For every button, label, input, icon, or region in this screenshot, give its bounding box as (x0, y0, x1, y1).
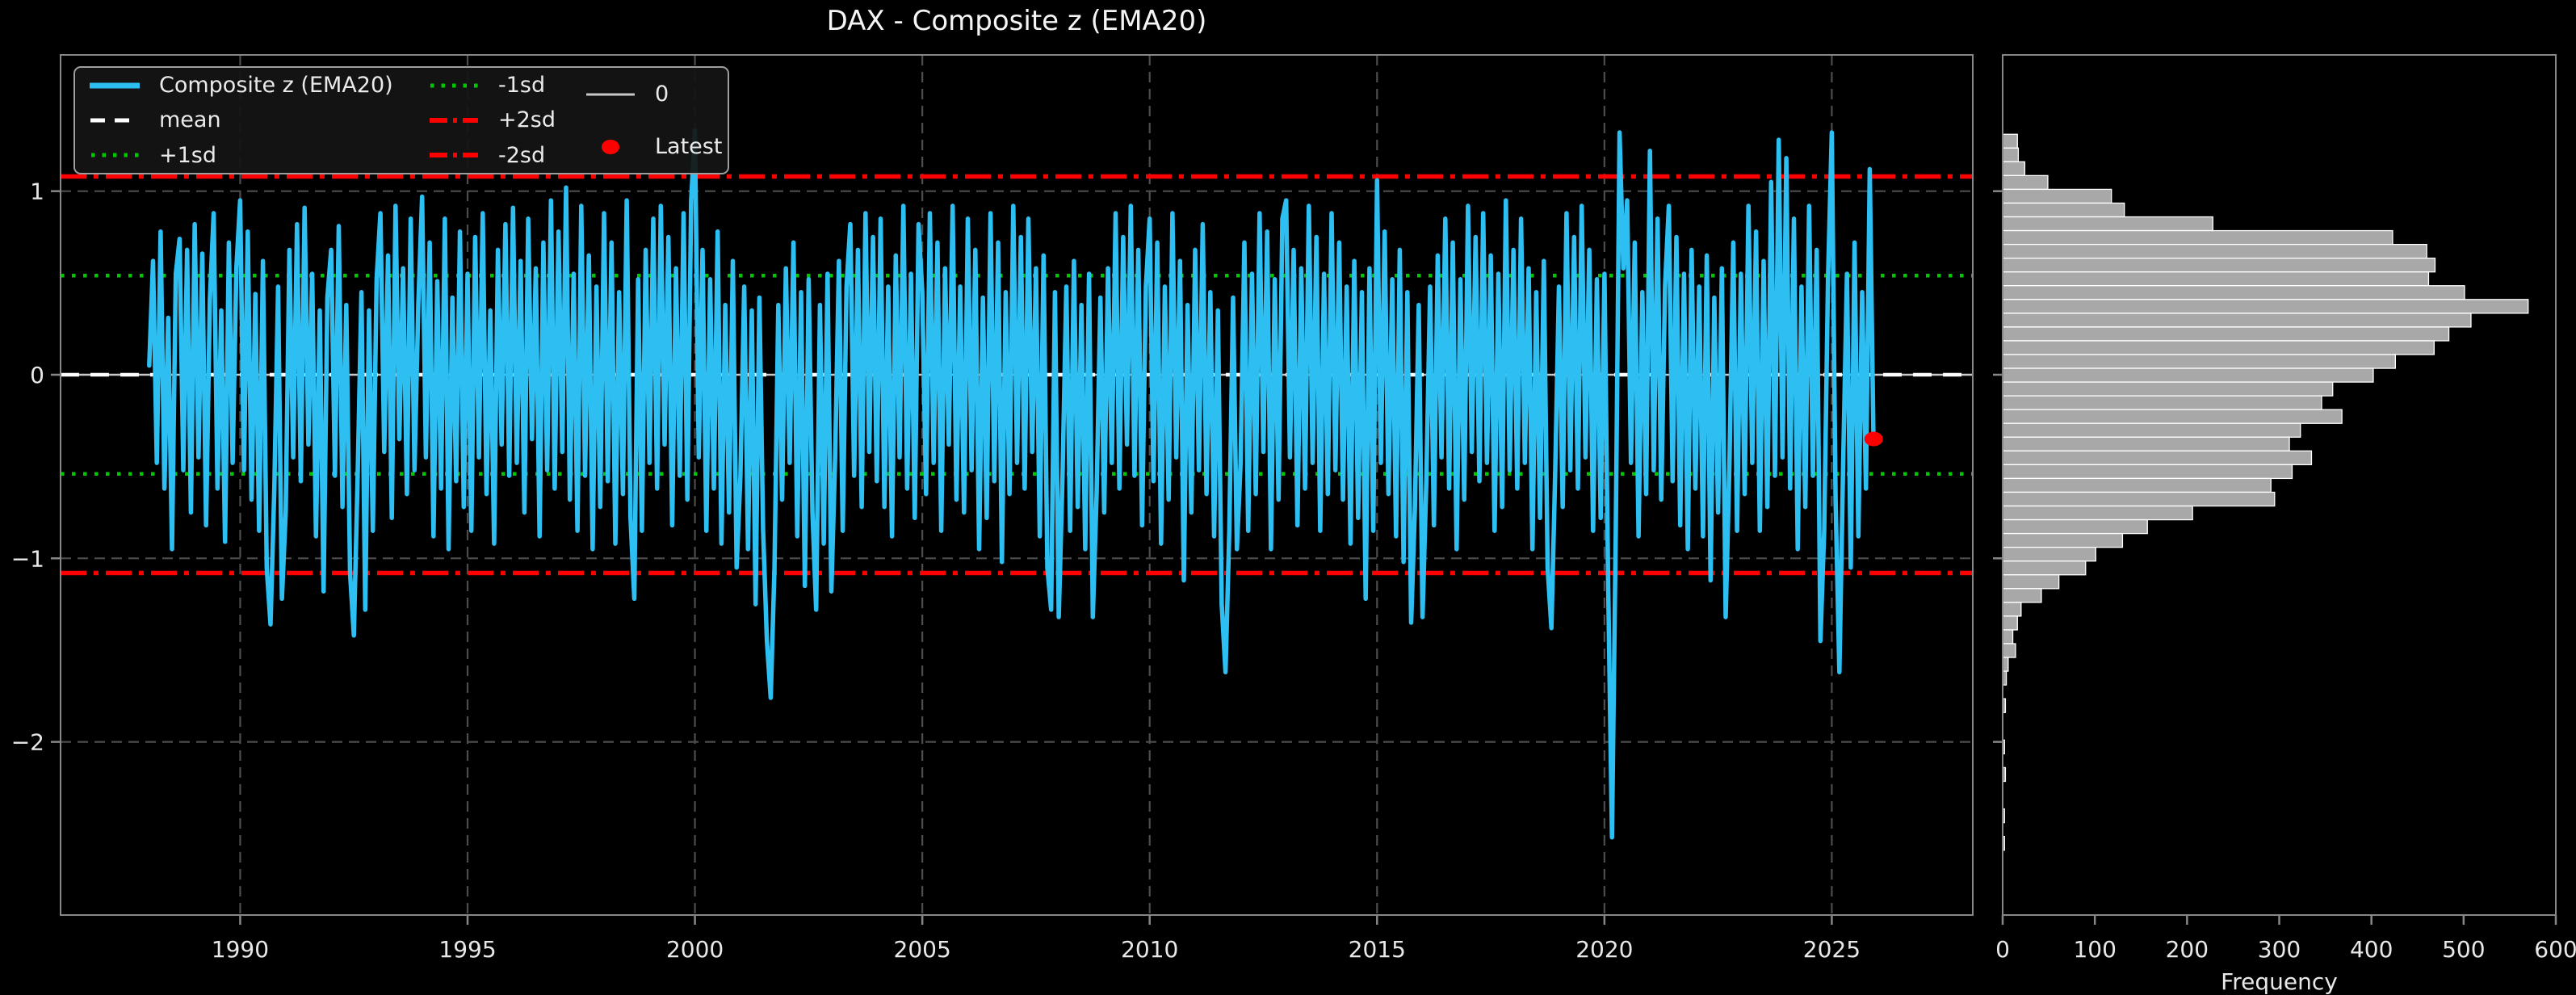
histogram-bar (2002, 464, 2293, 480)
histogram-bar (2002, 188, 2112, 204)
histogram-bar (2002, 450, 2313, 466)
plus1sd-line-sample-icon (91, 153, 139, 157)
legend-item-mean: mean (90, 104, 429, 136)
legend-column-2: -1sd +2sd -2sd (429, 68, 574, 173)
histogram-bar (2002, 615, 2018, 631)
histogram-bar (2002, 532, 2124, 548)
y-tick-label: −1 (11, 545, 44, 572)
legend-label: -1sd (498, 73, 546, 99)
legend-item-zero: 0 (585, 78, 723, 111)
legend-label: 0 (655, 82, 669, 107)
histogram-bar (2002, 643, 2016, 658)
legend-item-minus2sd: -2sd (429, 139, 574, 171)
hist-x-tick-label: 200 (2166, 936, 2209, 963)
histogram-bar (2002, 285, 2465, 300)
composite-z-series-line (147, 128, 1876, 840)
histogram-bar (2002, 147, 2020, 162)
histogram-bar (2002, 436, 2290, 451)
histogram-bar (2002, 547, 2096, 562)
histogram-bar (2002, 326, 2450, 342)
legend-item-plus1sd: +1sd (90, 139, 429, 171)
series-line-sample-icon (90, 82, 140, 89)
mean-line-sample-icon (90, 118, 139, 123)
hist-xlabel: Frequency (2221, 968, 2338, 995)
histogram-bar (2002, 409, 2343, 424)
minus1sd-line-sample-icon (430, 83, 478, 88)
histogram-bar (2002, 629, 2014, 644)
histogram-bar (2002, 505, 2193, 521)
x-tick-label: 2015 (1349, 936, 1406, 963)
hist-x-tick-label: 300 (2258, 936, 2301, 963)
hist-x-tick-label: 400 (2350, 936, 2393, 963)
histogram-bar (2002, 313, 2472, 328)
legend-column-1: Composite z (EMA20) mean +1sd (90, 68, 429, 173)
hist-x-tick-label: 600 (2534, 936, 2576, 963)
minus2sd-line-sample-icon (430, 153, 478, 158)
histogram-bar (2002, 560, 2087, 576)
latest-marker-icon (602, 139, 619, 154)
histogram-bar (2002, 258, 2436, 273)
histogram-bar (2002, 602, 2022, 617)
y-tick-label: −2 (11, 729, 44, 756)
histogram-bar (2002, 422, 2301, 438)
histogram-bar (2002, 271, 2430, 287)
histogram-bar (2002, 657, 2009, 672)
legend-label: Latest (655, 134, 723, 159)
hist-x-tick-label: 500 (2442, 936, 2485, 963)
histogram-bar (2002, 243, 2427, 259)
x-tick-label: 2000 (666, 936, 724, 963)
histogram-bar (2002, 477, 2272, 493)
histogram-bar (2002, 174, 2049, 191)
x-tick-label: 2010 (1121, 936, 1178, 963)
latest-point-marker (1864, 431, 1883, 447)
histogram-bar (2002, 354, 2397, 369)
histogram-bar (2002, 588, 2042, 603)
legend-item-minus1sd: -1sd (429, 69, 574, 102)
histogram-bar (2002, 518, 2148, 535)
legend-label: +2sd (498, 107, 556, 133)
zero-line-sample-icon (586, 93, 635, 95)
histogram-bar (2002, 299, 2529, 314)
plus2sd-line-sample-icon (430, 117, 478, 123)
histogram-bar (2002, 367, 2374, 383)
chart-title: DAX - Composite z (EMA20) (826, 5, 1207, 37)
histogram-bar (2002, 574, 2060, 590)
legend-item-latest: Latest (585, 131, 723, 163)
legend-label: +1sd (159, 142, 217, 168)
main-axes-spine (60, 54, 1974, 916)
y-tick-label: 1 (30, 178, 44, 205)
legend-item-plus2sd: +2sd (429, 104, 574, 136)
histogram-bar (2002, 229, 2393, 246)
legend-column-3: 0 Latest (585, 68, 723, 173)
legend-item-composite: Composite z (EMA20) (90, 69, 429, 102)
hist-x-tick-label: 0 (1995, 936, 2010, 963)
x-tick-label: 1990 (212, 936, 269, 963)
legend-label: mean (159, 107, 221, 133)
hist-x-tick-label: 100 (2073, 936, 2116, 963)
legend: Composite z (EMA20) mean +1sd -1sd (73, 66, 729, 174)
histogram-bar (2002, 133, 2018, 149)
legend-label: Composite z (EMA20) (159, 73, 393, 99)
histogram-bar (2002, 340, 2435, 355)
x-tick-label: 2020 (1575, 936, 1633, 963)
x-tick-label: 2005 (894, 936, 951, 963)
histogram-bar (2002, 161, 2026, 177)
histogram-bar (2002, 491, 2276, 507)
y-tick-label: 0 (30, 362, 44, 388)
histogram-bar (2002, 381, 2334, 397)
histogram-bar (2002, 202, 2125, 218)
legend-label: -2sd (498, 142, 546, 168)
x-tick-label: 1995 (438, 936, 496, 963)
histogram-bar (2002, 216, 2213, 232)
x-tick-label: 2025 (1803, 936, 1861, 963)
histogram-bar (2002, 395, 2322, 410)
